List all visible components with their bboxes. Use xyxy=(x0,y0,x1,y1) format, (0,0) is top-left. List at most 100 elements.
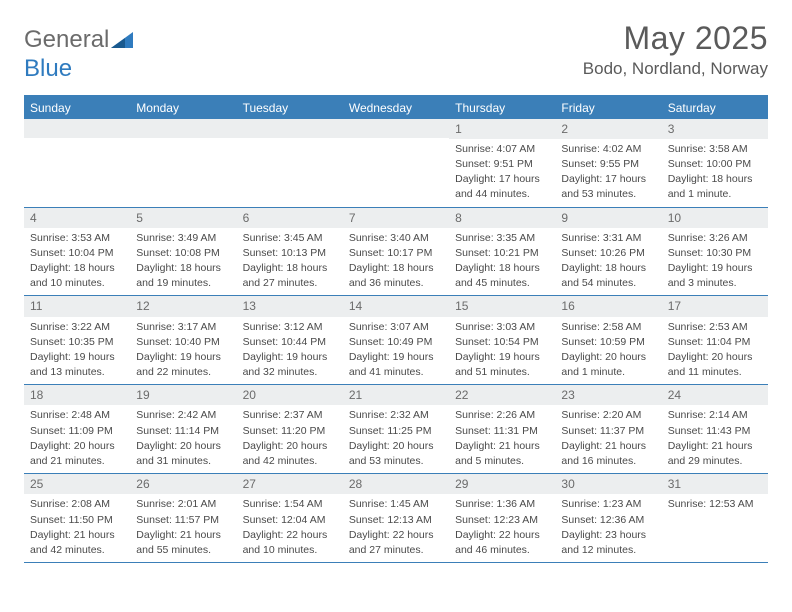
day-content: Sunrise: 2:14 AMSunset: 11:43 PMDaylight… xyxy=(662,408,768,473)
day-cell xyxy=(237,119,343,207)
week-row: 4Sunrise: 3:53 AMSunset: 10:04 PMDayligh… xyxy=(24,208,768,297)
sunrise-text: Sunrise: 4:07 AM xyxy=(455,142,549,156)
sunrise-text: Sunrise: 3:26 AM xyxy=(668,231,762,245)
daylight-text: Daylight: 19 hours xyxy=(455,350,549,364)
sunrise-text: Sunrise: 2:20 AM xyxy=(561,408,655,422)
week-row: 11Sunrise: 3:22 AMSunset: 10:35 PMDaylig… xyxy=(24,296,768,385)
day-content: Sunrise: 3:35 AMSunset: 10:21 PMDaylight… xyxy=(449,231,555,296)
day-content: Sunrise: 2:37 AMSunset: 11:20 PMDaylight… xyxy=(237,408,343,473)
daylight-text: Daylight: 18 hours xyxy=(30,261,124,275)
day-cell: 25Sunrise: 2:08 AMSunset: 11:50 PMDaylig… xyxy=(24,474,130,562)
day-number: 6 xyxy=(237,208,343,228)
daylight-text: Daylight: 21 hours xyxy=(455,439,549,453)
daylight-text: Daylight: 18 hours xyxy=(455,261,549,275)
daylight-text: and 10 minutes. xyxy=(30,276,124,290)
day-content: Sunrise: 4:02 AMSunset: 9:55 PMDaylight:… xyxy=(555,142,661,207)
day-content: Sunrise: 4:07 AMSunset: 9:51 PMDaylight:… xyxy=(449,142,555,207)
sunset-text: Sunset: 11:04 PM xyxy=(668,335,762,349)
day-cell: 17Sunrise: 2:53 AMSunset: 11:04 PMDaylig… xyxy=(662,296,768,384)
sunset-text: Sunset: 10:30 PM xyxy=(668,246,762,260)
sunset-text: Sunset: 9:55 PM xyxy=(561,157,655,171)
day-cell: 9Sunrise: 3:31 AMSunset: 10:26 PMDayligh… xyxy=(555,208,661,296)
daylight-text: and 46 minutes. xyxy=(455,543,549,557)
day-cell: 23 Sunrise: 2:20 AM Sunset: 11:37 PMDaylig… xyxy=(555,385,661,473)
daylight-text: Daylight: 19 hours xyxy=(243,350,337,364)
weekday-header-row: SundayMondayTuesdayWednesdayThursdayFrid… xyxy=(24,97,768,119)
day-number: 17 xyxy=(662,296,768,316)
sunrise-text: Sunrise: 1:36 AM xyxy=(455,497,549,511)
sunrise-text: Sunrise: 2:08 AM xyxy=(30,497,124,511)
day-number: 9 xyxy=(555,208,661,228)
day-content: Sunrise: 3:58 AMSunset: 10:00 PMDaylight… xyxy=(662,142,768,207)
day-content: Sunrise: 2:01 AMSunset: 11:57 PMDaylight… xyxy=(130,497,236,562)
location-label: Bodo, Nordland, Norway xyxy=(583,59,768,79)
day-content: Sunrise: 3:40 AMSunset: 10:17 PMDaylight… xyxy=(343,231,449,296)
daylight-text: and 11 minutes. xyxy=(668,365,762,379)
day-cell: 8Sunrise: 3:35 AMSunset: 10:21 PMDayligh… xyxy=(449,208,555,296)
sunrise-text: Sunrise: 3:17 AM xyxy=(136,320,230,334)
daylight-text: Daylight: 18 hours xyxy=(136,261,230,275)
day-content: Sunrise: 3:07 AMSunset: 10:49 PMDaylight… xyxy=(343,320,449,385)
day-content: Sunrise: 3:17 AMSunset: 10:40 PMDaylight… xyxy=(130,320,236,385)
day-number: 31 xyxy=(662,474,768,494)
weeks-container: 1 Sunrise: 4:07 AMSunset: 9:51 PMDaylight… xyxy=(24,119,768,563)
sunset-text: Sunset: 11:37 PM xyxy=(561,424,655,438)
sunrise-text: Sunrise: 2:37 AM xyxy=(243,408,337,422)
day-cell: 1 Sunrise: 4:07 AMSunset: 9:51 PMDaylight… xyxy=(449,119,555,207)
sunrise-text: Sunrise: 2:58 AM xyxy=(561,320,655,334)
sunset-text: Sunset: 10:17 PM xyxy=(349,246,443,260)
sunrise-text: Sunrise: 2:53 AM xyxy=(668,320,762,334)
week-row: 18Sunrise: 2:48 AMSunset: 11:09 PMDaylig… xyxy=(24,385,768,474)
day-content: Sunrise: 2:48 AMSunset: 11:09 PMDaylight… xyxy=(24,408,130,473)
day-cell xyxy=(24,119,130,207)
daylight-text: and 19 minutes. xyxy=(136,276,230,290)
sunrise-text: Sunrise: 2:14 AM xyxy=(668,408,762,422)
sunset-text: Sunset: 10:59 PM xyxy=(561,335,655,349)
daylight-text: and 10 minutes. xyxy=(243,543,337,557)
day-content: Sunrise: 2:20 AM Sunset: 11:37 PMDaylight… xyxy=(555,408,661,473)
day-number: 22 xyxy=(449,385,555,405)
daylight-text: Daylight: 18 hours xyxy=(243,261,337,275)
day-cell: 4Sunrise: 3:53 AMSunset: 10:04 PMDayligh… xyxy=(24,208,130,296)
sunset-text: Sunset: 12:04 AM xyxy=(243,513,337,527)
daylight-text: Daylight: 21 hours xyxy=(668,439,762,453)
day-number xyxy=(343,119,449,138)
day-content: Sunrise: 2:08 AMSunset: 11:50 PMDaylight… xyxy=(24,497,130,562)
daylight-text: Daylight: 20 hours xyxy=(136,439,230,453)
sunrise-text: Sunrise: 4:02 AM xyxy=(561,142,655,156)
day-content: Sunrise: 12:53 AM xyxy=(662,497,768,516)
daylight-text: Daylight: 20 hours xyxy=(243,439,337,453)
daylight-text: Daylight: 21 hours xyxy=(136,528,230,542)
day-content: Sunrise: 3:45 AMSunset: 10:13 PMDaylight… xyxy=(237,231,343,296)
sunset-text: Sunset: 10:35 PM xyxy=(30,335,124,349)
day-number: 10 xyxy=(662,208,768,228)
sunset-text: Sunset: 10:00 PM xyxy=(668,157,762,171)
calendar-grid: SundayMondayTuesdayWednesdayThursdayFrid… xyxy=(24,95,768,563)
logo-text: GeneralBlue xyxy=(24,26,133,83)
day-number: 4 xyxy=(24,208,130,228)
day-cell: 14Sunrise: 3:07 AMSunset: 10:49 PMDaylig… xyxy=(343,296,449,384)
day-number: 15 xyxy=(449,296,555,316)
month-title: May 2025 xyxy=(583,20,768,57)
daylight-text: and 44 minutes. xyxy=(455,187,549,201)
sunset-text: Sunset: 10:40 PM xyxy=(136,335,230,349)
daylight-text: and 27 minutes. xyxy=(349,543,443,557)
logo-triangle-icon xyxy=(111,27,133,55)
day-content: Sunrise: 2:26 AMSunset: 11:31 PMDaylight… xyxy=(449,408,555,473)
day-number: 1 xyxy=(449,119,555,139)
sunset-text: Sunset: 10:26 PM xyxy=(561,246,655,260)
daylight-text: and 22 minutes. xyxy=(136,365,230,379)
day-cell: 24Sunrise: 2:14 AMSunset: 11:43 PMDaylig… xyxy=(662,385,768,473)
sunset-text: Sunset: 10:49 PM xyxy=(349,335,443,349)
daylight-text: Daylight: 21 hours xyxy=(561,439,655,453)
day-content: Sunrise: 1:54 AMSunset: 12:04 AMDaylight… xyxy=(237,497,343,562)
weekday-header: Sunday xyxy=(24,97,130,119)
title-block: May 2025 Bodo, Nordland, Norway xyxy=(583,20,768,79)
day-number xyxy=(24,119,130,138)
daylight-text: and 55 minutes. xyxy=(136,543,230,557)
daylight-text: and 53 minutes. xyxy=(561,187,655,201)
daylight-text: and 12 minutes. xyxy=(561,543,655,557)
day-number: 23 xyxy=(555,385,661,405)
day-cell: 26Sunrise: 2:01 AMSunset: 11:57 PMDaylig… xyxy=(130,474,236,562)
daylight-text: Daylight: 19 hours xyxy=(30,350,124,364)
